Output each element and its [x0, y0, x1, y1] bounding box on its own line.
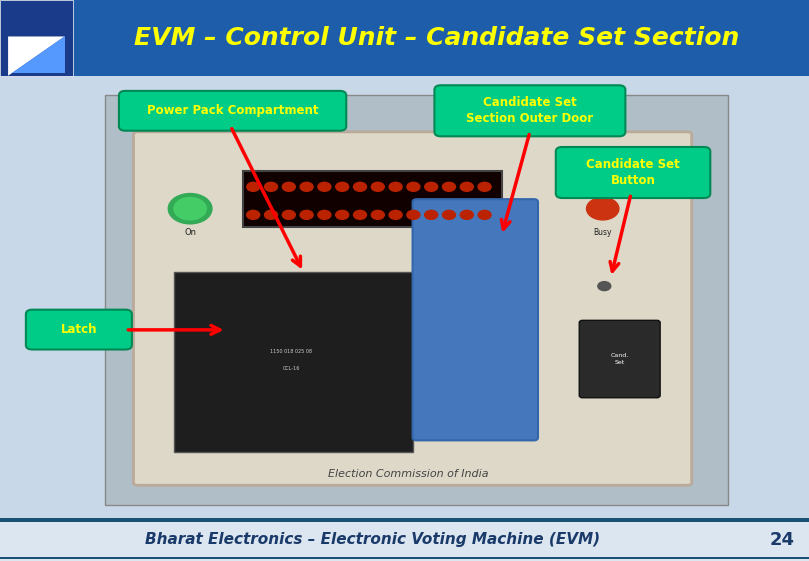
- Text: Latch: Latch: [61, 323, 97, 336]
- Circle shape: [282, 210, 295, 219]
- FancyBboxPatch shape: [65, 0, 809, 76]
- FancyBboxPatch shape: [556, 147, 710, 198]
- Circle shape: [371, 182, 384, 191]
- Polygon shape: [8, 36, 65, 76]
- FancyBboxPatch shape: [0, 518, 809, 522]
- Circle shape: [587, 197, 619, 220]
- Circle shape: [478, 182, 491, 191]
- Text: 24: 24: [770, 531, 794, 549]
- Circle shape: [300, 182, 313, 191]
- Circle shape: [407, 210, 420, 219]
- Text: 1150 018 025 08: 1150 018 025 08: [270, 350, 312, 355]
- Circle shape: [460, 182, 473, 191]
- Circle shape: [354, 210, 366, 219]
- Circle shape: [389, 210, 402, 219]
- FancyBboxPatch shape: [579, 320, 660, 398]
- Circle shape: [174, 197, 206, 220]
- Text: On: On: [184, 228, 196, 237]
- Circle shape: [389, 182, 402, 191]
- Circle shape: [425, 182, 438, 191]
- Circle shape: [443, 210, 455, 219]
- Circle shape: [407, 182, 420, 191]
- FancyBboxPatch shape: [105, 95, 728, 505]
- Circle shape: [336, 182, 349, 191]
- Circle shape: [478, 210, 491, 219]
- Text: Busy: Busy: [594, 228, 612, 237]
- FancyBboxPatch shape: [0, 519, 809, 561]
- FancyBboxPatch shape: [413, 199, 538, 440]
- Circle shape: [168, 194, 212, 224]
- Circle shape: [336, 210, 349, 219]
- Circle shape: [265, 210, 277, 219]
- FancyBboxPatch shape: [119, 91, 346, 131]
- Circle shape: [425, 210, 438, 219]
- Circle shape: [318, 210, 331, 219]
- Circle shape: [460, 210, 473, 219]
- FancyBboxPatch shape: [0, 0, 73, 76]
- Text: Election Commission of India: Election Commission of India: [328, 469, 489, 479]
- Text: Candidate Set
Section Outer Door: Candidate Set Section Outer Door: [466, 96, 594, 125]
- FancyBboxPatch shape: [243, 171, 502, 227]
- Circle shape: [265, 182, 277, 191]
- FancyBboxPatch shape: [133, 132, 692, 485]
- Text: Candidate Set
Button: Candidate Set Button: [587, 158, 680, 187]
- Polygon shape: [12, 36, 65, 73]
- Circle shape: [247, 182, 260, 191]
- Text: CCL-16: CCL-16: [282, 366, 300, 371]
- FancyBboxPatch shape: [0, 0, 809, 76]
- Circle shape: [443, 182, 455, 191]
- Circle shape: [354, 182, 366, 191]
- Text: EVM – Control Unit – Candidate Set Section: EVM – Control Unit – Candidate Set Secti…: [134, 26, 739, 50]
- FancyBboxPatch shape: [0, 557, 809, 559]
- Circle shape: [282, 182, 295, 191]
- Text: Power Pack Compartment: Power Pack Compartment: [147, 104, 318, 117]
- Circle shape: [300, 210, 313, 219]
- Circle shape: [247, 210, 260, 219]
- Text: Cand.
Set: Cand. Set: [611, 353, 629, 365]
- Circle shape: [598, 282, 611, 291]
- Circle shape: [318, 182, 331, 191]
- Circle shape: [371, 210, 384, 219]
- Text: Bharat Electronics – Electronic Voting Machine (EVM): Bharat Electronics – Electronic Voting M…: [145, 532, 599, 548]
- FancyBboxPatch shape: [26, 310, 132, 350]
- FancyBboxPatch shape: [174, 272, 413, 452]
- FancyBboxPatch shape: [434, 85, 625, 136]
